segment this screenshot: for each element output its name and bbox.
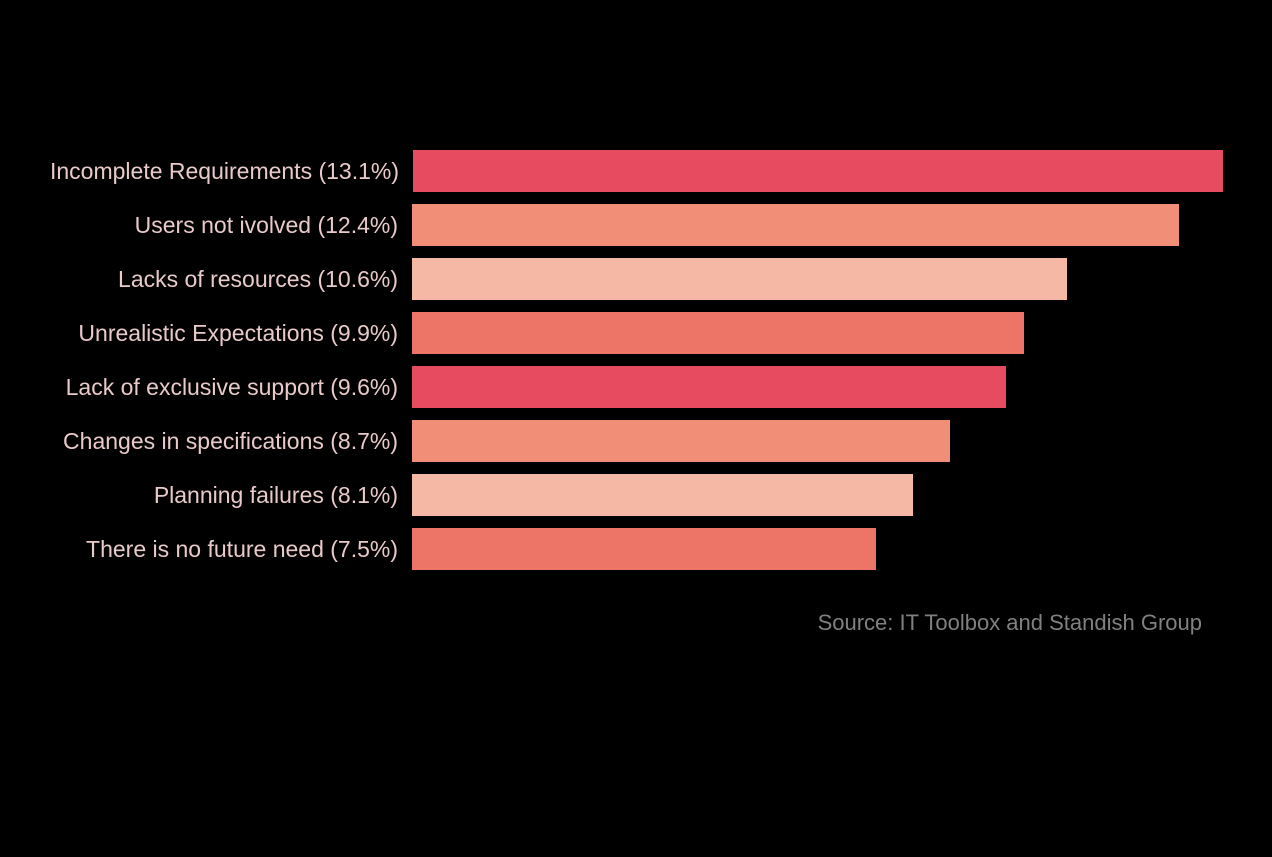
chart-row: Unrealistic Expectations (9.9%) xyxy=(50,312,1222,354)
chart-row: Incomplete Requirements (13.1%) xyxy=(50,150,1222,192)
chart-row: Lack of exclusive support (9.6%) xyxy=(50,366,1222,408)
chart-row-track xyxy=(412,366,1222,408)
chart-row-label: Users not ivolved (12.4%) xyxy=(50,212,412,239)
chart-row: Planning failures (8.1%) xyxy=(50,474,1222,516)
chart-row: Users not ivolved (12.4%) xyxy=(50,204,1222,246)
chart-row: Lacks of resources (10.6%) xyxy=(50,258,1222,300)
chart-bar xyxy=(412,204,1179,246)
chart-row-label: Lacks of resources (10.6%) xyxy=(50,266,412,293)
chart-row-label: Changes in specifications (8.7%) xyxy=(50,428,412,455)
chart-row-track xyxy=(412,474,1222,516)
chart-bar xyxy=(412,420,950,462)
chart-bar xyxy=(412,258,1067,300)
chart-bar xyxy=(412,312,1024,354)
chart-row-label: Planning failures (8.1%) xyxy=(50,482,412,509)
chart-row-track xyxy=(413,150,1223,192)
chart-bar xyxy=(413,150,1223,192)
chart-row-track xyxy=(412,204,1222,246)
source-caption: Source: IT Toolbox and Standish Group xyxy=(818,610,1202,636)
chart-row-track xyxy=(412,258,1222,300)
chart-row-track xyxy=(412,528,1222,570)
bar-chart: Incomplete Requirements (13.1%) Users not… xyxy=(50,150,1222,582)
chart-row: There is no future need (7.5%) xyxy=(50,528,1222,570)
chart-bar xyxy=(412,528,876,570)
chart-row-label: Incomplete Requirements (13.1%) xyxy=(50,158,413,185)
chart-row-label: There is no future need (7.5%) xyxy=(50,536,412,563)
chart-bar xyxy=(412,474,913,516)
chart-row-track xyxy=(412,312,1222,354)
chart-bar xyxy=(412,366,1006,408)
chart-row-label: Lack of exclusive support (9.6%) xyxy=(50,374,412,401)
chart-row: Changes in specifications (8.7%) xyxy=(50,420,1222,462)
chart-row-label: Unrealistic Expectations (9.9%) xyxy=(50,320,412,347)
chart-row-track xyxy=(412,420,1222,462)
